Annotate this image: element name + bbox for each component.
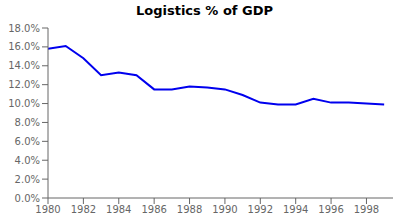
svg-text:1998: 1998	[354, 204, 379, 215]
svg-text:6.0%: 6.0%	[15, 136, 40, 147]
svg-text:18.0%: 18.0%	[8, 23, 40, 34]
svg-text:1980: 1980	[35, 204, 60, 215]
html-text:Logistics % of GDP: Logistics % of GDP	[136, 3, 273, 18]
svg-text:1984: 1984	[106, 204, 131, 215]
svg-text:1988: 1988	[177, 204, 202, 215]
svg-text:1990: 1990	[212, 204, 237, 215]
svg-text:1982: 1982	[71, 204, 96, 215]
svg-text:8.0%: 8.0%	[15, 117, 40, 128]
svg-text:14.0%: 14.0%	[8, 60, 40, 71]
svg-text:1992: 1992	[248, 204, 273, 215]
svg-text:2.0%: 2.0%	[15, 174, 40, 185]
svg-text:1994: 1994	[283, 204, 308, 215]
svg-text:10.0%: 10.0%	[8, 98, 40, 109]
svg-text:16.0%: 16.0%	[8, 41, 40, 52]
svg-text:4.0%: 4.0%	[15, 155, 40, 166]
svg-text:1986: 1986	[141, 204, 166, 215]
svg-text:1996: 1996	[318, 204, 343, 215]
svg-text:12.0%: 12.0%	[8, 79, 40, 90]
svg-text:0.0%: 0.0%	[15, 193, 40, 204]
